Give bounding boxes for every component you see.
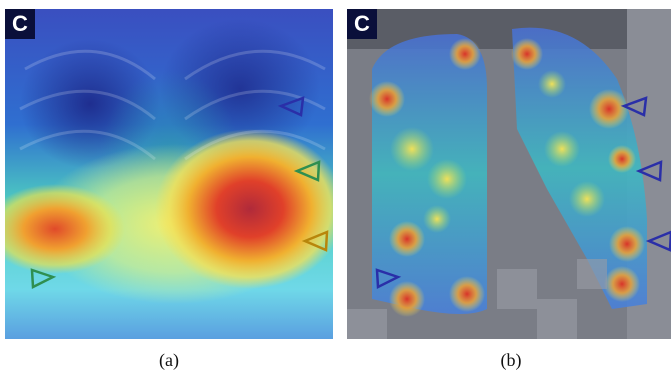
caption-b: (b) [500,350,522,370]
triangle-marker-icon [293,160,321,182]
triangle-marker-icon [635,160,663,182]
heatmap-a-image [5,9,333,339]
heatmap-b-image [347,9,671,339]
caption-a: (a) [159,350,179,370]
panel-corner-label: C [5,9,35,39]
triangle-marker-icon [277,96,305,117]
triangle-marker-icon [301,230,329,252]
triangle-marker-icon [375,268,402,289]
triangle-marker-icon [30,268,57,289]
heatmap-panel-b: C [347,9,671,339]
triangle-marker-icon [620,96,648,117]
panel-corner-label: C [347,9,377,39]
heatmap-panel-a: C [5,9,333,339]
